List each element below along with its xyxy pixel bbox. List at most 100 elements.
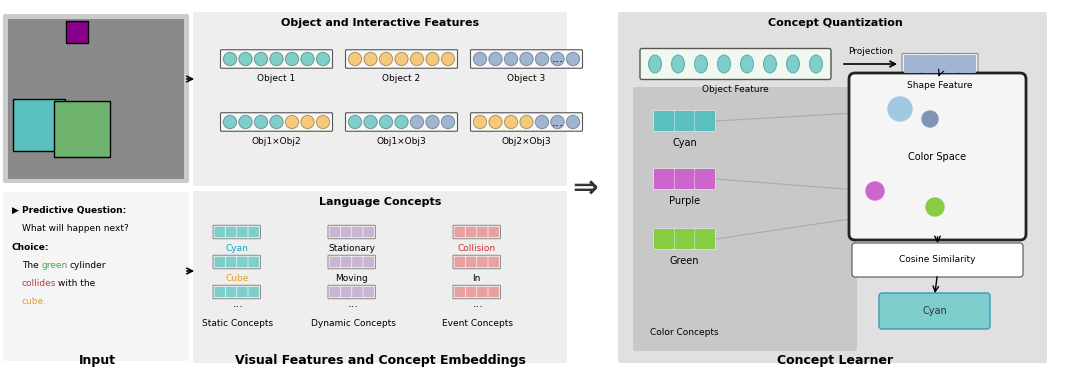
Circle shape: [922, 111, 939, 127]
Circle shape: [426, 116, 438, 128]
Ellipse shape: [694, 55, 707, 73]
FancyBboxPatch shape: [640, 49, 831, 80]
FancyBboxPatch shape: [352, 257, 363, 267]
FancyBboxPatch shape: [248, 287, 259, 297]
FancyBboxPatch shape: [696, 169, 715, 189]
Circle shape: [926, 198, 944, 216]
FancyBboxPatch shape: [329, 227, 340, 237]
Circle shape: [239, 116, 252, 128]
Text: ...: ...: [473, 299, 484, 309]
FancyBboxPatch shape: [213, 285, 260, 299]
FancyBboxPatch shape: [471, 50, 582, 68]
Circle shape: [349, 53, 362, 66]
Text: ⇒: ⇒: [572, 174, 597, 204]
FancyBboxPatch shape: [3, 14, 189, 183]
Text: with the: with the: [58, 279, 95, 288]
FancyBboxPatch shape: [248, 227, 259, 237]
FancyBboxPatch shape: [238, 227, 247, 237]
Circle shape: [551, 116, 564, 128]
FancyBboxPatch shape: [220, 50, 333, 68]
Text: ...: ...: [348, 299, 359, 309]
Circle shape: [255, 53, 268, 66]
Circle shape: [410, 116, 423, 128]
FancyBboxPatch shape: [879, 293, 990, 329]
FancyBboxPatch shape: [328, 225, 376, 239]
FancyBboxPatch shape: [849, 73, 1026, 240]
FancyBboxPatch shape: [213, 255, 260, 269]
FancyBboxPatch shape: [363, 287, 374, 297]
Circle shape: [316, 116, 329, 128]
FancyBboxPatch shape: [465, 227, 476, 237]
FancyBboxPatch shape: [696, 229, 715, 249]
Text: Collision: Collision: [458, 244, 496, 253]
Text: In: In: [473, 274, 481, 283]
FancyBboxPatch shape: [488, 227, 499, 237]
Circle shape: [224, 116, 237, 128]
FancyBboxPatch shape: [341, 227, 351, 237]
Ellipse shape: [648, 55, 661, 73]
FancyBboxPatch shape: [352, 287, 363, 297]
FancyBboxPatch shape: [346, 113, 458, 131]
FancyBboxPatch shape: [696, 111, 715, 131]
Ellipse shape: [786, 55, 799, 73]
Text: Obj2×Obj3: Obj2×Obj3: [502, 137, 551, 146]
Circle shape: [473, 53, 486, 66]
FancyBboxPatch shape: [213, 225, 260, 239]
Circle shape: [379, 116, 392, 128]
FancyBboxPatch shape: [248, 257, 259, 267]
FancyBboxPatch shape: [328, 285, 376, 299]
Text: Visual Features and Concept Embeddings: Visual Features and Concept Embeddings: [234, 354, 526, 367]
FancyBboxPatch shape: [654, 169, 674, 189]
FancyBboxPatch shape: [215, 257, 225, 267]
Text: Green: Green: [670, 256, 699, 266]
Text: Language Concepts: Language Concepts: [319, 197, 442, 207]
Text: What will happen next?: What will happen next?: [22, 224, 129, 233]
FancyBboxPatch shape: [654, 229, 674, 249]
Text: Shape Feature: Shape Feature: [907, 81, 973, 90]
FancyBboxPatch shape: [54, 101, 110, 157]
FancyBboxPatch shape: [465, 257, 476, 267]
FancyBboxPatch shape: [215, 227, 225, 237]
Circle shape: [489, 53, 502, 66]
FancyBboxPatch shape: [453, 225, 500, 239]
Circle shape: [504, 116, 517, 128]
Text: Color Space: Color Space: [908, 152, 967, 161]
Circle shape: [866, 182, 885, 200]
FancyBboxPatch shape: [453, 255, 500, 269]
FancyBboxPatch shape: [488, 287, 499, 297]
FancyBboxPatch shape: [3, 192, 189, 361]
FancyBboxPatch shape: [488, 257, 499, 267]
Text: Object 1: Object 1: [257, 74, 296, 83]
Circle shape: [239, 53, 252, 66]
FancyBboxPatch shape: [341, 257, 351, 267]
Circle shape: [426, 53, 438, 66]
FancyBboxPatch shape: [453, 285, 500, 299]
FancyBboxPatch shape: [455, 227, 465, 237]
FancyBboxPatch shape: [922, 55, 940, 73]
FancyBboxPatch shape: [363, 227, 374, 237]
Text: Moving: Moving: [335, 274, 368, 283]
FancyBboxPatch shape: [904, 55, 922, 73]
Text: Static Concepts: Static Concepts: [202, 319, 273, 328]
FancyBboxPatch shape: [346, 50, 458, 68]
FancyBboxPatch shape: [633, 87, 858, 351]
Circle shape: [301, 116, 314, 128]
Text: Obj1×Obj3: Obj1×Obj3: [377, 137, 427, 146]
FancyBboxPatch shape: [226, 227, 237, 237]
Circle shape: [489, 116, 502, 128]
FancyBboxPatch shape: [329, 287, 340, 297]
Circle shape: [888, 97, 912, 121]
Text: Cosine Similarity: Cosine Similarity: [900, 255, 975, 265]
FancyBboxPatch shape: [477, 287, 487, 297]
Text: ...: ...: [552, 116, 564, 128]
Text: ...: ...: [552, 53, 564, 66]
FancyBboxPatch shape: [477, 227, 487, 237]
FancyBboxPatch shape: [675, 229, 694, 249]
Circle shape: [270, 116, 283, 128]
FancyBboxPatch shape: [455, 287, 465, 297]
FancyBboxPatch shape: [220, 113, 333, 131]
FancyBboxPatch shape: [363, 257, 374, 267]
Ellipse shape: [810, 55, 823, 73]
Text: Cyan: Cyan: [672, 138, 697, 148]
Circle shape: [519, 53, 534, 66]
